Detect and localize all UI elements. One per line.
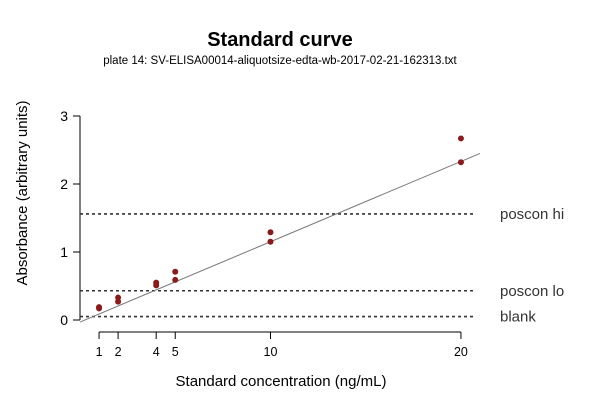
data-point — [96, 304, 103, 311]
reference-line-label: blank — [500, 309, 536, 326]
data-point — [115, 294, 122, 301]
x-axis-label: Standard concentration (ng/mL) — [176, 373, 387, 390]
x-tick-label: 4 — [153, 345, 160, 359]
chart-subtitle: plate 14: SV-ELISA00014-aliquotsize-edta… — [103, 55, 457, 67]
reference-line-label: poscon lo — [500, 283, 564, 300]
y-tick-label: 2 — [60, 176, 68, 192]
data-point — [172, 268, 179, 275]
y-tick-label: 0 — [60, 312, 68, 328]
data-point — [457, 135, 464, 142]
chart-title: Standard curve — [207, 29, 353, 51]
x-tick-label: 5 — [172, 345, 179, 359]
fit-line — [79, 152, 481, 323]
data-point — [267, 229, 274, 236]
y-tick-label: 1 — [60, 244, 68, 260]
reference-line-label: poscon hi — [500, 206, 564, 223]
x-tick-label: 10 — [264, 345, 278, 359]
y-tick-label: 3 — [60, 108, 68, 124]
data-point — [153, 279, 160, 286]
x-tick-label: 20 — [454, 345, 468, 359]
data-point — [172, 276, 179, 283]
y-axis-label: Absorbance (arbitrary units) — [14, 100, 31, 285]
x-tick-label: 1 — [96, 345, 103, 359]
data-point — [457, 159, 464, 166]
data-point — [267, 238, 274, 245]
x-tick-label: 2 — [115, 345, 122, 359]
